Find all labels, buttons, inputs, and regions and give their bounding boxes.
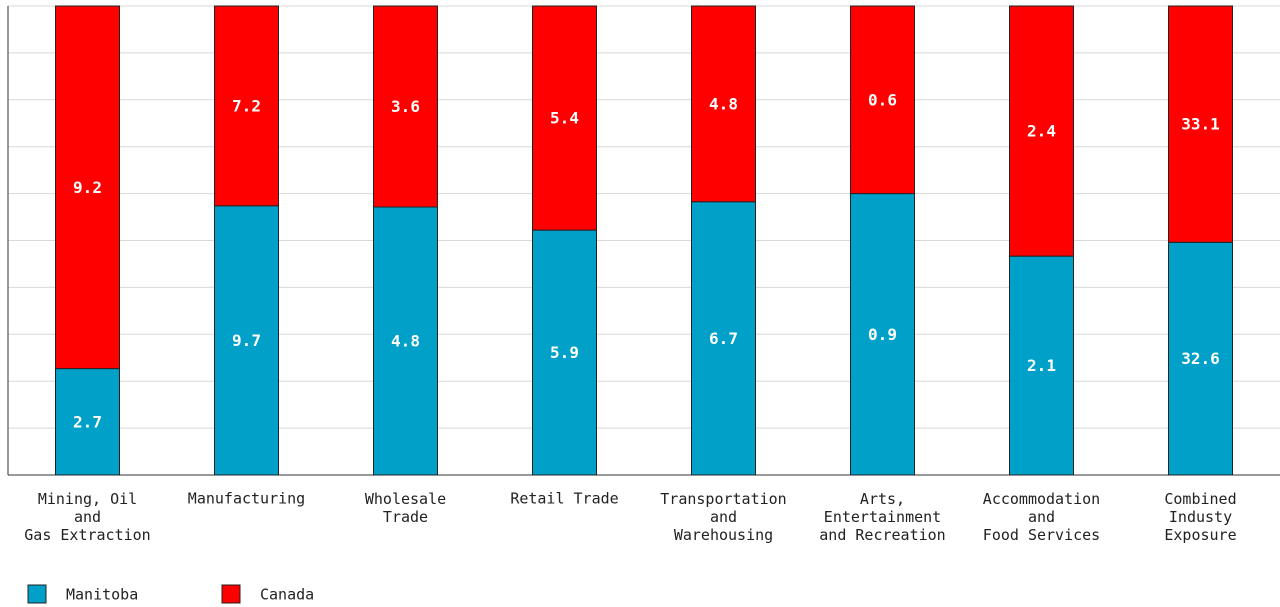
value-label: 5.4 [550,109,579,128]
bar-segment [1009,5,1074,257]
value-label: 33.1 [1181,115,1220,134]
x-tick-label: Accommodation and Food Services [983,490,1100,544]
bar-segment [1168,5,1233,243]
bar-segment [55,5,120,370]
x-tick-label: Arts, Entertainment and Recreation [819,490,945,544]
bar-segment [55,368,120,476]
value-label: 3.6 [391,97,420,116]
bar-segment [373,206,438,476]
bar-segment [850,5,915,195]
value-label: 2.4 [1027,122,1056,141]
bar-segment [691,201,756,476]
x-tick-label: Wholesale Trade [365,490,446,526]
legend-label: Canada [260,586,314,604]
legend-label: Manitoba [66,586,138,604]
legend-swatch [221,584,241,604]
bar-segment [373,5,438,208]
x-tick-label: Manufacturing [188,490,305,508]
bar-segment [214,5,279,207]
value-label: 2.1 [1027,356,1056,375]
x-tick-label: Transportation and Warehousing [660,490,786,544]
x-tick-label: Retail Trade [510,490,618,508]
value-label: 7.2 [232,96,261,115]
value-label: 9.2 [73,178,102,197]
value-label: 4.8 [391,332,420,351]
value-label: 0.6 [868,90,897,109]
value-label: 9.7 [232,331,261,350]
bar-segment [1168,241,1233,476]
bar-segment [1009,255,1074,476]
value-label: 0.9 [868,325,897,344]
value-label: 6.7 [709,329,738,348]
x-tick-label: Combined Industy Exposure [1164,490,1236,544]
value-label: 32.6 [1181,349,1220,368]
bar-segment [532,229,597,476]
x-tick-label: Mining, Oil and Gas Extraction [24,490,150,544]
bar-segment [691,5,756,203]
value-label: 2.7 [73,412,102,431]
legend-swatch [27,584,47,604]
bar-segment [532,5,597,231]
value-label: 5.9 [550,343,579,362]
value-label: 4.8 [709,94,738,113]
bar-segment [214,205,279,476]
